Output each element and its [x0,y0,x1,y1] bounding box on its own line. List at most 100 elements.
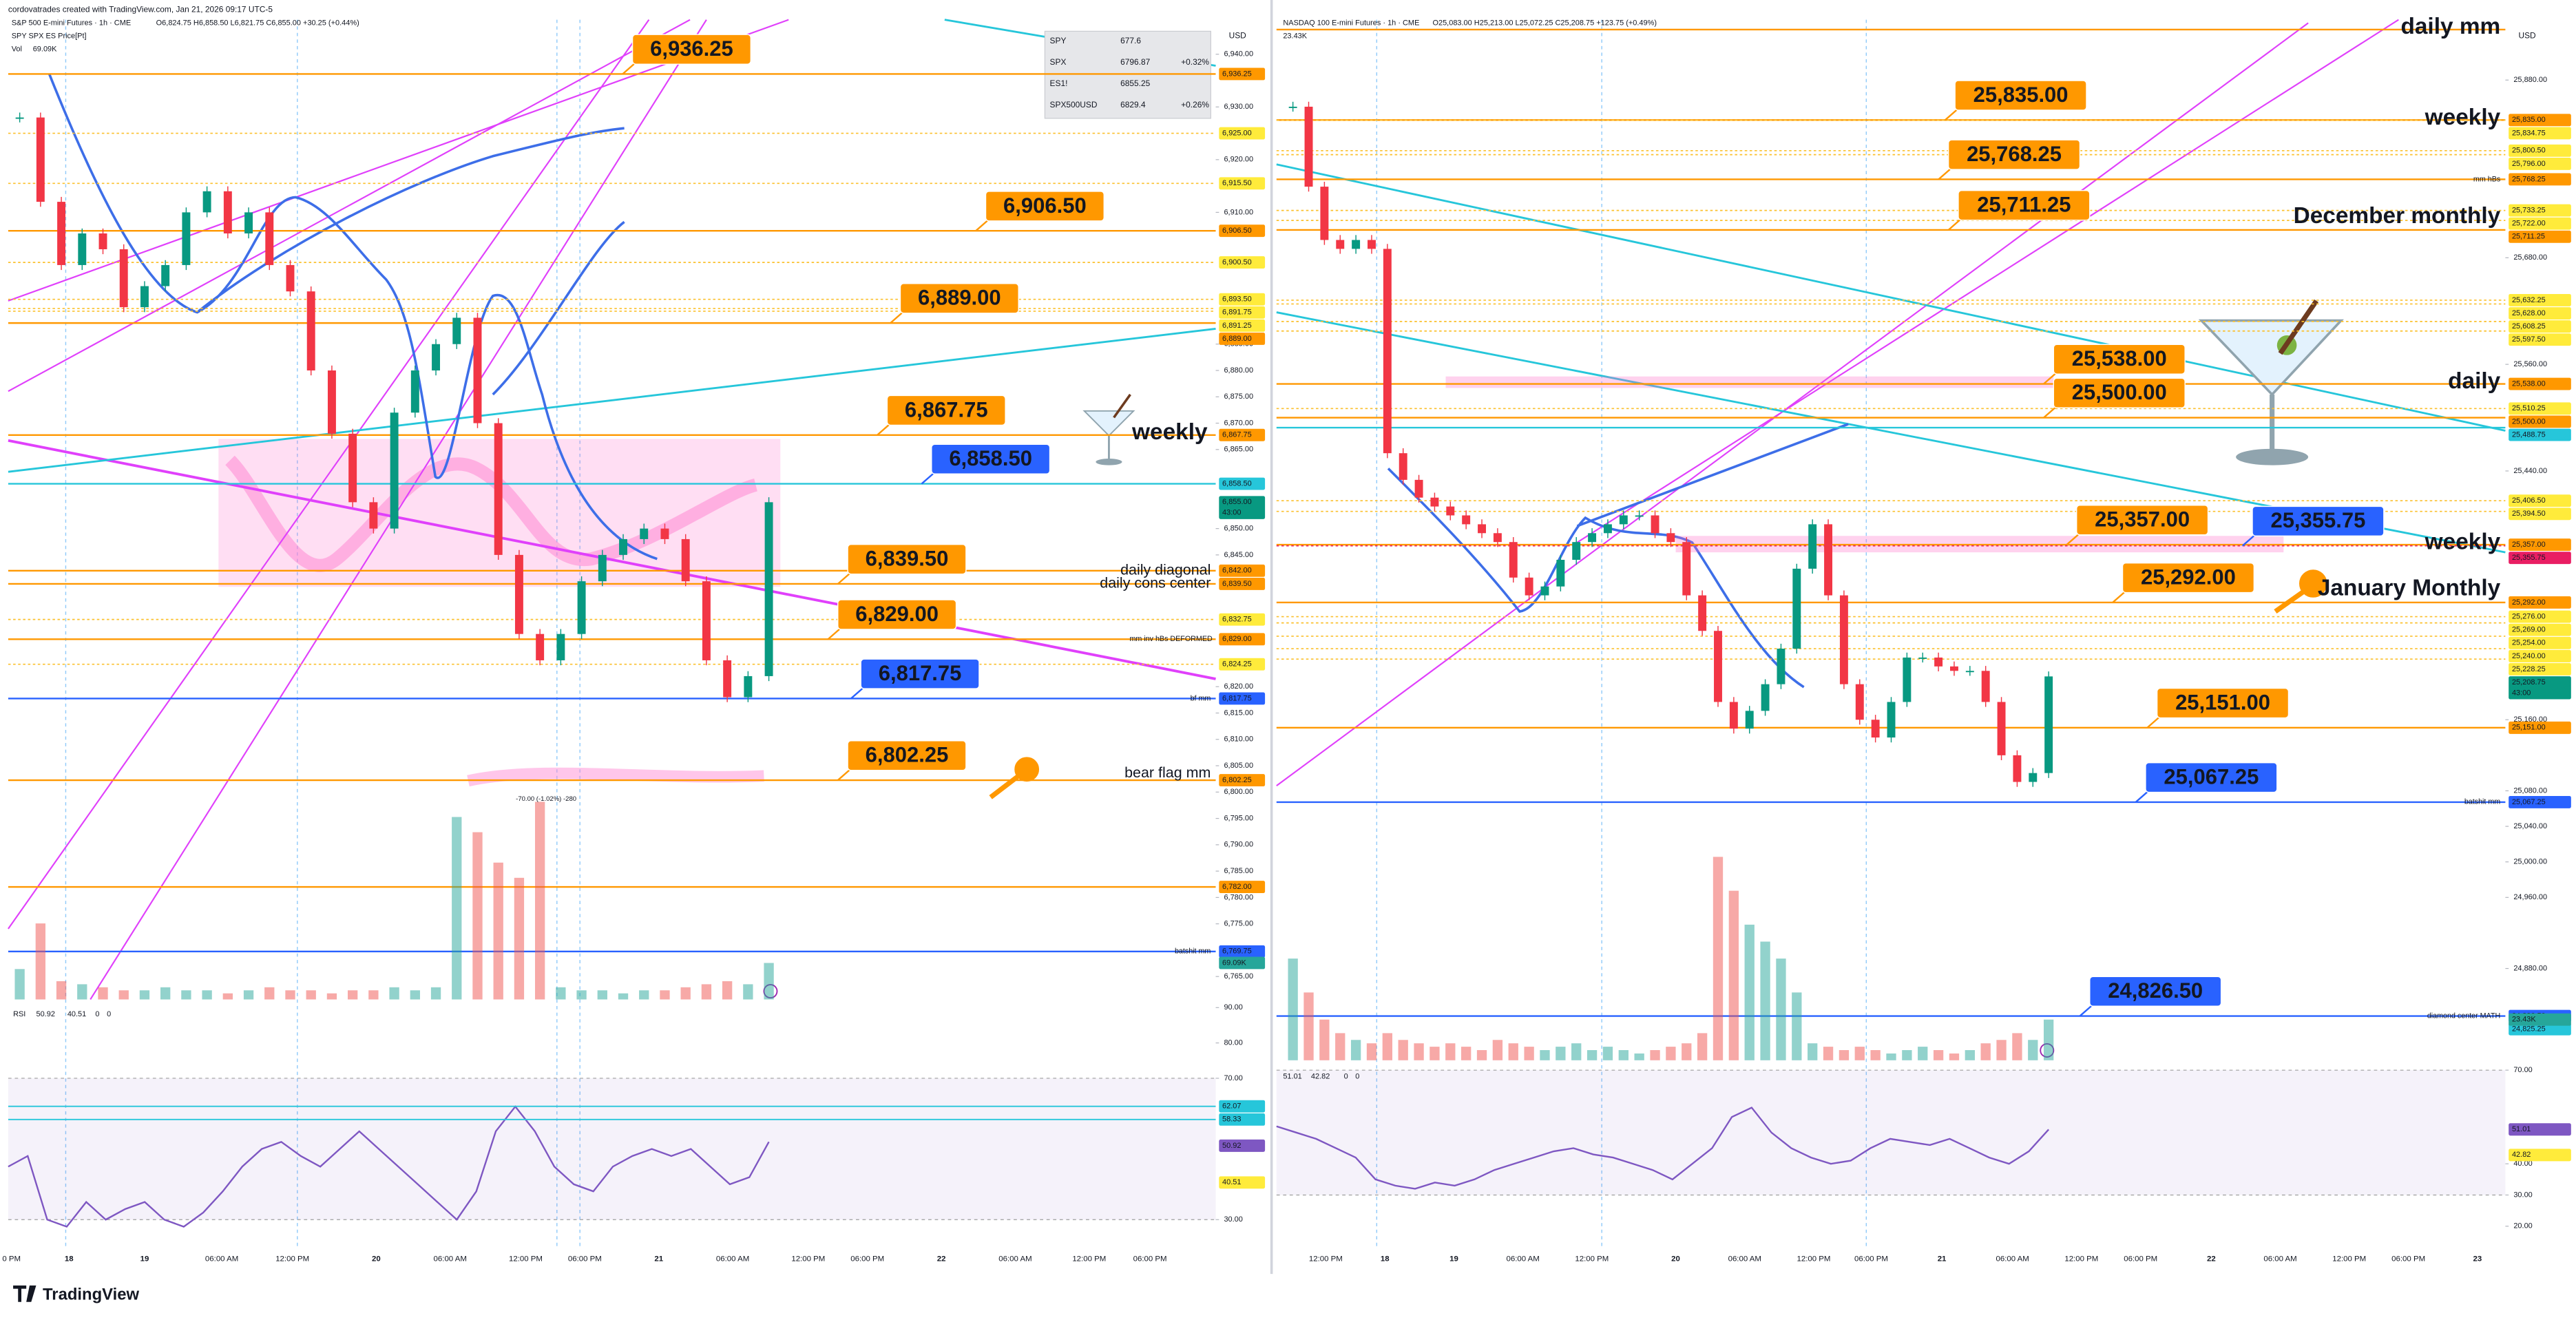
volume-bar [430,987,441,1000]
candle [1635,515,1644,517]
price-tick-label: 6,800.00 [1224,788,1253,796]
candle [1698,595,1707,631]
level-label: 6,817.75 [1222,694,1252,702]
candle [1792,568,1801,649]
level-box [2509,333,2571,346]
volume-bar [1556,1047,1566,1060]
time-label: 06:00 AM [1996,1255,2029,1264]
level-label: 6,769.75 [1222,947,1252,956]
candle [1320,187,1329,240]
candle [1414,479,1423,498]
callout-label: 25,355.75 [2270,508,2365,532]
level-box [2509,795,2571,808]
volume-bar [1650,1050,1660,1060]
volume-bar [56,981,67,1000]
callout-leader [837,768,852,781]
annotation: weekly [2425,530,2501,555]
level-label: 25,276.00 [2512,612,2546,620]
candle [1903,657,1912,702]
volume-bar [1445,1043,1456,1060]
volume-bar [1602,1047,1613,1060]
volume-bar [368,990,379,1000]
level-box [1219,658,1266,671]
annotation: weekly [2425,105,2501,130]
volume-bar [1571,1043,1582,1060]
volume-bar [1398,1040,1408,1060]
martini-icon [1082,299,2344,465]
candle [1839,595,1848,684]
candle [598,554,607,582]
level-box [2509,173,2571,186]
watchlist-price: 6855.25 [1120,78,1150,88]
callout-label: 25,500.00 [2072,380,2167,404]
callout-label: 6,829.00 [855,602,939,626]
candle [1682,542,1691,596]
level-label: 6,906.50 [1222,227,1252,235]
candle [1808,524,1817,569]
time-label: 12:00 PM [791,1255,825,1264]
time-label: 21 [1938,1255,1947,1264]
price-tick-label: 6,820.00 [1224,682,1253,691]
level-box [1219,613,1266,626]
callout-label: 25,835.00 [1973,83,2069,107]
candle [2044,676,2053,773]
candle [410,370,419,413]
volume-bar [1713,857,1724,1060]
level-box [1219,256,1266,269]
volume-bar [348,990,358,1000]
level-box [1219,319,1266,332]
volume-box-label: 69.09K [1222,958,1246,967]
price-tick-label: 6,850.00 [1224,525,1253,533]
volume-bar [1476,1050,1487,1060]
level-box [1219,633,1266,646]
time-label: 06:00 AM [1507,1255,1540,1264]
callout-leader [1947,218,1962,231]
rsi-band [8,1078,1216,1220]
level-label: 6,867.75 [1222,431,1252,439]
level-box [1219,293,1266,306]
volume-bar [701,984,712,1000]
candle [1478,524,1486,534]
candle [1745,711,1754,729]
volume-bar [243,990,254,1000]
price-tick-label: 25,560.00 [2513,360,2547,368]
level-box [2509,428,2571,441]
price-tick-label: 6,765.00 [1224,972,1253,981]
price-tick-label: 25,080.00 [2513,786,2547,795]
level-label: 25,608.25 [2512,322,2546,331]
volume-bar [597,990,607,1000]
level-box [2509,217,2571,230]
level-box [1219,477,1266,490]
price-tick-label: 6,930.00 [1224,103,1253,111]
watchlist-change: +0.32% [1181,57,1209,67]
rsi-tick-label: 30.00 [2513,1191,2532,1199]
level-label: 25,768.25 [2512,175,2546,183]
level-label: 6,858.50 [1222,479,1252,488]
watchlist-price: 6796.87 [1120,57,1150,67]
volume-bar [1335,1033,1345,1060]
brand-logo [13,1285,36,1302]
rsi-level-box [2509,1149,2571,1162]
candle [1540,586,1549,596]
level-label: 25,538.00 [2512,379,2546,388]
time-label: 06:00 AM [2263,1255,2296,1264]
level-label: 25,597.50 [2512,335,2546,344]
volume-bar [389,987,399,1000]
candle [1714,631,1722,702]
rsi-tick-label: 90.00 [1224,1003,1242,1012]
volume-bar [1618,1050,1629,1060]
callout-box [985,191,1105,222]
callout-box [2122,562,2255,594]
watchlist-symbol: SPY [1050,36,1067,45]
candle [327,370,336,434]
time-label: 06:00 AM [1728,1255,1761,1264]
volume-bar [1524,1047,1534,1060]
level-label: 6,915.50 [1222,179,1252,187]
rsi-line [8,1105,770,1228]
level-box [2509,157,2571,170]
callout-leader [877,423,891,436]
level-label: 25,632.25 [2512,296,2546,304]
level-box [2509,402,2571,415]
time-label: 06:00 AM [998,1255,1032,1264]
highlight-scribble [467,767,764,787]
